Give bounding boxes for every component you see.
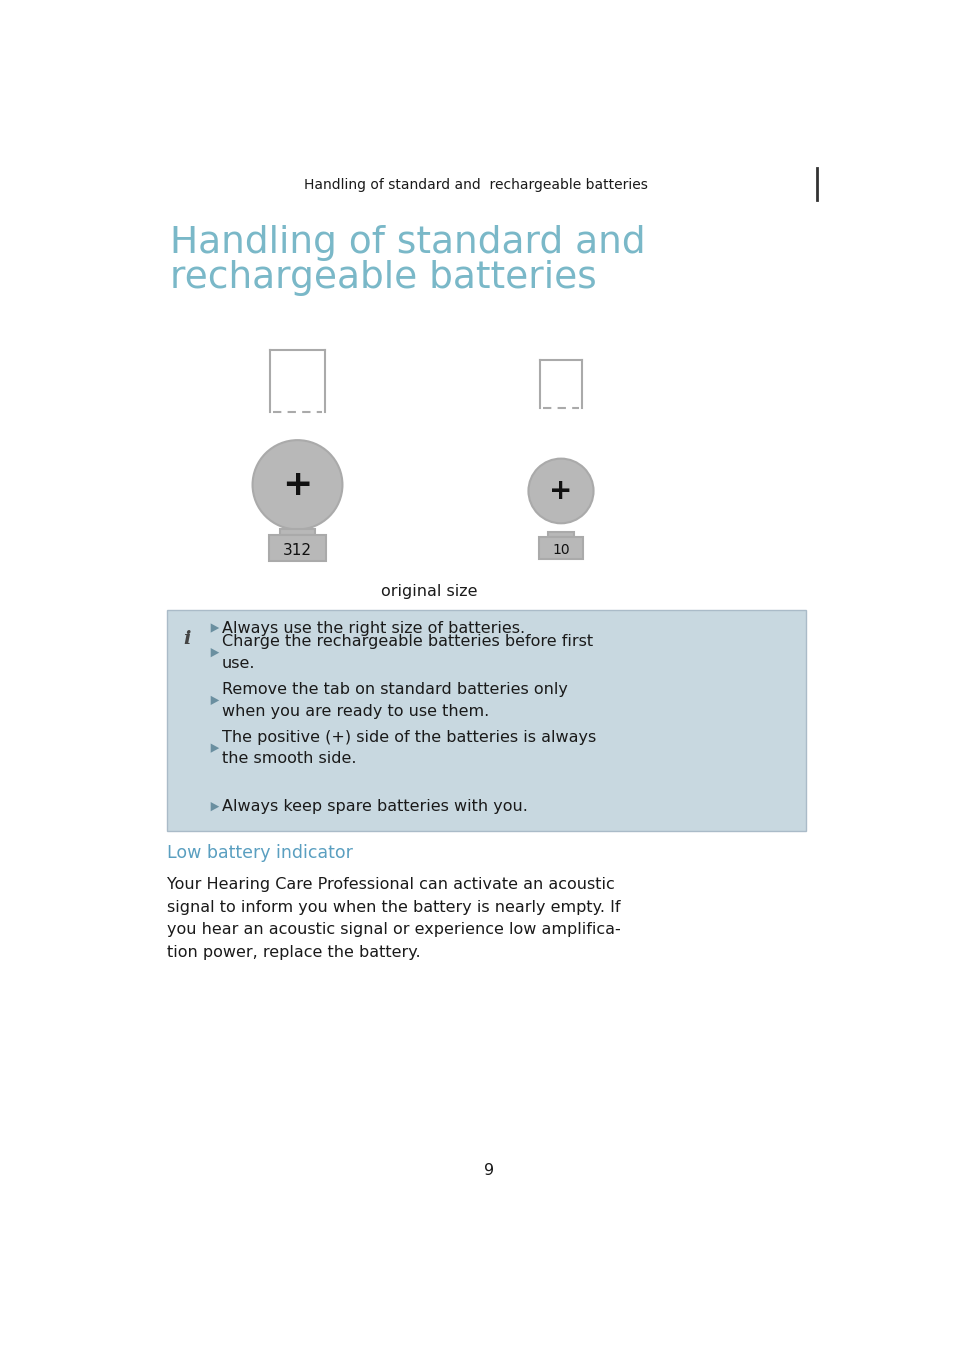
Bar bbox=[269, 535, 326, 561]
Text: +: + bbox=[282, 468, 313, 502]
Text: +: + bbox=[549, 477, 572, 504]
Text: The positive (+) side of the batteries is always
the smooth side.: The positive (+) side of the batteries i… bbox=[221, 730, 596, 767]
Text: Handling of standard and  rechargeable batteries: Handling of standard and rechargeable ba… bbox=[303, 178, 647, 191]
Text: Low battery indicator: Low battery indicator bbox=[167, 843, 353, 862]
FancyBboxPatch shape bbox=[167, 609, 805, 831]
Text: 312: 312 bbox=[283, 543, 312, 558]
Text: Charge the rechargeable batteries before first
use.: Charge the rechargeable batteries before… bbox=[221, 635, 592, 671]
Text: 9: 9 bbox=[483, 1162, 494, 1178]
Ellipse shape bbox=[253, 440, 342, 530]
Polygon shape bbox=[211, 802, 219, 811]
Text: original size: original size bbox=[380, 584, 477, 599]
Text: i: i bbox=[184, 629, 191, 648]
Text: 10: 10 bbox=[552, 543, 569, 557]
Bar bbox=[280, 529, 314, 535]
Ellipse shape bbox=[528, 459, 593, 523]
Text: Your Hearing Care Professional can activate an acoustic
signal to inform you whe: Your Hearing Care Professional can activ… bbox=[167, 877, 620, 960]
Bar bbox=[547, 531, 574, 537]
Text: Always keep spare batteries with you.: Always keep spare batteries with you. bbox=[221, 799, 527, 814]
Polygon shape bbox=[211, 695, 219, 705]
Text: Always use the right size of batteries.: Always use the right size of batteries. bbox=[221, 620, 524, 636]
Polygon shape bbox=[211, 623, 219, 632]
Text: Handling of standard and: Handling of standard and bbox=[170, 225, 644, 261]
Bar bbox=[538, 537, 582, 558]
Polygon shape bbox=[211, 744, 219, 753]
Polygon shape bbox=[211, 648, 219, 658]
Text: rechargeable batteries: rechargeable batteries bbox=[170, 260, 596, 296]
Text: Remove the tab on standard batteries only
when you are ready to use them.: Remove the tab on standard batteries onl… bbox=[221, 682, 567, 718]
